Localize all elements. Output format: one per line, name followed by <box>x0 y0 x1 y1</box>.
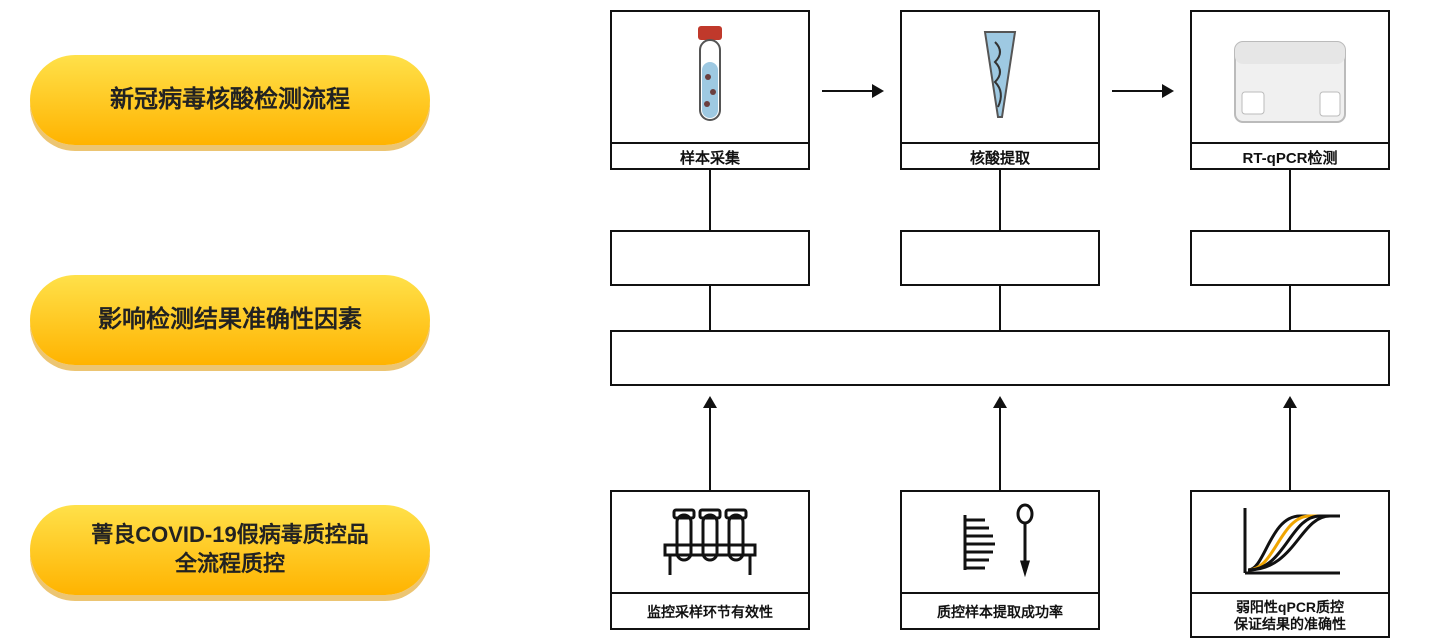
extraction-tip-icon <box>902 12 1098 142</box>
step-box-extraction: 核酸提取 <box>900 10 1100 170</box>
qc-box-sampling: 监控采样环节有效性 <box>610 490 810 630</box>
qc-caption: 监控采样环节有效性 <box>612 592 808 630</box>
step-caption: 核酸提取 <box>902 142 1098 170</box>
connector-line <box>1289 170 1291 230</box>
sample-tube-icon <box>612 12 808 142</box>
step-box-pcr: RT-qPCR检测 <box>1190 10 1390 170</box>
qc-caption: 质控样本提取成功率 <box>902 592 1098 630</box>
tubes-rack-icon <box>612 492 808 592</box>
arrow-icon <box>822 90 882 92</box>
step-caption: 样本采集 <box>612 142 808 170</box>
connector-line <box>999 170 1001 230</box>
factor-box <box>900 230 1100 286</box>
row-pill-qc: 菁良COVID-19假病毒质控品 全流程质控 <box>30 505 430 595</box>
qc-box-qpcr: 弱阳性qPCR质控 保证结果的准确性 <box>1190 490 1390 638</box>
qc-caption: 弱阳性qPCR质控 保证结果的准确性 <box>1192 592 1388 638</box>
connector-line <box>709 170 711 230</box>
comb-dropper-icon <box>902 492 1098 592</box>
step-caption: RT-qPCR检测 <box>1192 142 1388 170</box>
connector-line <box>1289 286 1291 330</box>
factor-box <box>1190 230 1390 286</box>
connector-line <box>709 286 711 330</box>
arrow-icon <box>1112 90 1172 92</box>
connector-line <box>999 286 1001 330</box>
qpcr-curve-icon <box>1192 492 1388 592</box>
row-pill-process: 新冠病毒核酸检测流程 <box>30 55 430 145</box>
row-pill-factors: 影响检测结果准确性因素 <box>30 275 430 365</box>
step-box-sample: 样本采集 <box>610 10 810 170</box>
arrow-up-icon <box>1289 398 1291 490</box>
qc-box-extraction: 质控样本提取成功率 <box>900 490 1100 630</box>
arrow-up-icon <box>999 398 1001 490</box>
pcr-machine-icon <box>1192 12 1388 142</box>
wide-factor-box <box>610 330 1390 386</box>
arrow-up-icon <box>709 398 711 490</box>
factor-box <box>610 230 810 286</box>
